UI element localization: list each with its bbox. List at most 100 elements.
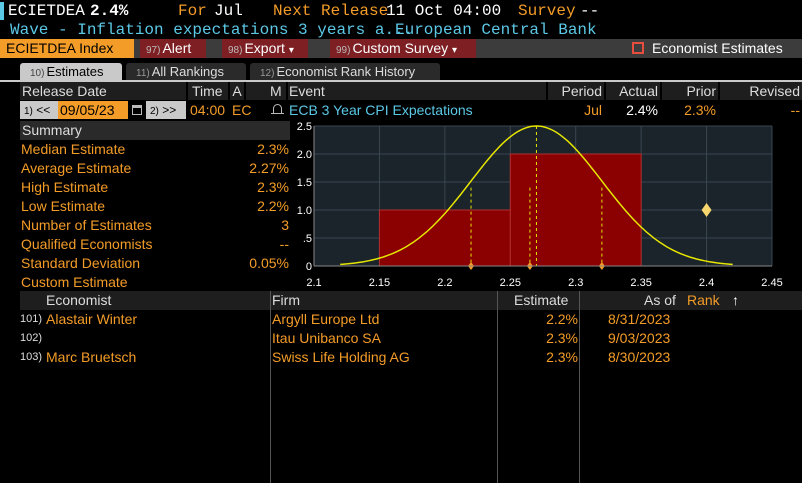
source: European Central Bank	[395, 21, 597, 39]
survey-value: --	[580, 2, 600, 20]
summary-row: Standard Deviation 0.05%	[20, 254, 290, 273]
summary-label: Median Estimate	[21, 141, 126, 157]
summary-row: Qualified Economists --	[20, 235, 290, 254]
export-button[interactable]: 98) Export ▾	[222, 39, 308, 58]
x-tick-label: 2.2	[437, 277, 452, 289]
col-rank[interactable]: Rank	[687, 292, 720, 308]
economist-name[interactable]: Marc Bruetsch	[46, 349, 137, 365]
economist-table-header: Economist Firm Estimate As of Rank ↑	[20, 291, 802, 310]
chart-svg: 2.5 2.0 1.5 1.0 .5 0 2.1 2.15 2.2 2.25 2.3 2.35 2.4 2…	[297, 121, 783, 289]
prev-button[interactable]: 1) <<	[20, 101, 58, 119]
header-actual: Actual	[606, 82, 660, 100]
summary-value: 2.27%	[249, 160, 289, 176]
y-tick-label: 2.0	[297, 149, 312, 161]
for-value: Jul	[214, 2, 243, 20]
header-time: Time	[188, 82, 228, 100]
event-link[interactable]: ECB 3 Year CPI Expectations	[289, 102, 473, 118]
column-divider	[579, 291, 580, 483]
firm-name: Itau Unibanco SA	[272, 330, 381, 346]
summary-label: Low Estimate	[21, 198, 106, 214]
summary-row: Median Estimate 2.3%	[20, 140, 290, 159]
col-estimate[interactable]: Estimate	[514, 292, 569, 308]
summary-row: Custom Estimate	[20, 273, 290, 292]
as-of-date: 9/03/2023	[608, 330, 671, 346]
for-label: For	[178, 2, 207, 20]
estimate-value: 2.3%	[546, 349, 578, 365]
header-event: Event	[288, 82, 546, 100]
header-m: M	[246, 82, 286, 100]
x-tick-label: 2.3	[568, 277, 583, 289]
action-bar: ECIETDEA Index 97) Alert 98) Export ▾ 99) C…	[0, 39, 802, 58]
header-prior: Prior	[662, 82, 718, 100]
column-divider	[270, 291, 271, 483]
summary-value: 2.3%	[257, 179, 289, 195]
next-release-value: 11 Oct 04:00	[386, 2, 502, 20]
alert-button[interactable]: 97) Alert	[140, 39, 206, 58]
summary-value: 2.3%	[257, 141, 289, 157]
table-row[interactable]: 103) Marc Bruetsch Swiss Life Holding AG 2.…	[20, 348, 802, 367]
custom-survey-button[interactable]: 99) Custom Survey ▾	[330, 39, 476, 58]
summary-label: Qualified Economists	[21, 236, 153, 252]
table-row[interactable]: 102) Itau Unibanco SA 2.3% 9/03/2023	[20, 329, 802, 348]
release-date-input[interactable]: 09/05/23	[58, 101, 128, 119]
tab-rank-history[interactable]: 12) Economist Rank History	[250, 63, 440, 81]
table-row[interactable]: 101) Alastair Winter Argyll Europe Ltd 2.2%…	[20, 310, 802, 329]
summary-label: Number of Estimates	[21, 217, 152, 233]
x-tick-label: 2.45	[761, 277, 782, 289]
column-divider	[497, 291, 498, 483]
summary-value: --	[279, 236, 289, 252]
summary-title: Summary	[20, 121, 290, 140]
next-button[interactable]: 2) >>	[146, 101, 186, 119]
ticker-value: 2.4%	[90, 2, 129, 20]
launch-icon	[632, 42, 644, 54]
y-tick-label: 0	[306, 261, 312, 273]
col-as-of[interactable]: As of	[644, 292, 676, 308]
firm-name: Swiss Life Holding AG	[272, 349, 410, 365]
estimate-value: 2.3%	[546, 330, 578, 346]
release-prior: 2.3%	[684, 102, 716, 118]
row-number: 102)	[20, 332, 43, 344]
summary-label: Custom Estimate	[21, 274, 128, 290]
tab-all-rankings[interactable]: 11) All Rankings	[126, 63, 246, 81]
y-tick-label: .5	[303, 233, 312, 245]
header-revised: Revised	[720, 82, 802, 100]
release-actual: 2.4%	[626, 102, 658, 118]
y-tick-label: 1.5	[297, 177, 312, 189]
ticker: ECIETDEA	[8, 2, 85, 20]
bell-icon[interactable]	[270, 101, 286, 119]
y-tick-label: 2.5	[297, 121, 312, 133]
next-release-label: Next Release	[273, 2, 389, 20]
as-of-date: 8/30/2023	[608, 349, 671, 365]
estimates-distribution-chart: 2.5 2.0 1.5 1.0 .5 0 2.1 2.15 2.2 2.25 2.3 2.35 2.4 2…	[290, 118, 802, 293]
as-of-date: 8/31/2023	[608, 311, 671, 327]
summary-label: Standard Deviation	[21, 255, 141, 271]
x-tick-label: 2.15	[369, 277, 390, 289]
tab-estimates[interactable]: 10) Estimates	[20, 63, 122, 81]
row-number: 103)	[20, 351, 43, 363]
summary-row: Low Estimate 2.2%	[20, 197, 290, 216]
summary-row: Average Estimate 2.27%	[20, 159, 290, 178]
col-economist[interactable]: Economist	[46, 292, 112, 308]
chevron-down-icon: ▾	[288, 45, 294, 56]
release-period: Jul	[584, 102, 602, 118]
chevron-down-icon: ▾	[452, 45, 458, 56]
y-tick-label: 1.0	[297, 205, 312, 217]
economist-name[interactable]: Alastair Winter	[46, 311, 138, 327]
tab-underline	[0, 80, 802, 82]
ticker-marker	[0, 2, 4, 20]
calendar-icon[interactable]	[130, 101, 144, 119]
histogram-bar	[378, 209, 511, 267]
description: Wave - Inflation expectations 3 years a.…	[10, 21, 414, 39]
summary-row: High Estimate 2.3%	[20, 178, 290, 197]
index-button[interactable]: ECIETDEA Index	[0, 39, 134, 58]
title-line: ECIETDEA 2.4% For Jul Next Release 11 Oc…	[0, 0, 802, 22]
summary-value: 2.2%	[257, 198, 289, 214]
actual-marker	[701, 203, 712, 217]
estimate-value: 2.2%	[546, 311, 578, 327]
sort-arrow-icon[interactable]: ↑	[732, 292, 739, 308]
economist-estimates-button[interactable]: Economist Estimates	[626, 39, 802, 58]
col-firm[interactable]: Firm	[272, 292, 300, 308]
header-period: Period	[548, 82, 604, 100]
summary-value: 3	[281, 217, 289, 233]
release-revised: --	[790, 102, 800, 118]
